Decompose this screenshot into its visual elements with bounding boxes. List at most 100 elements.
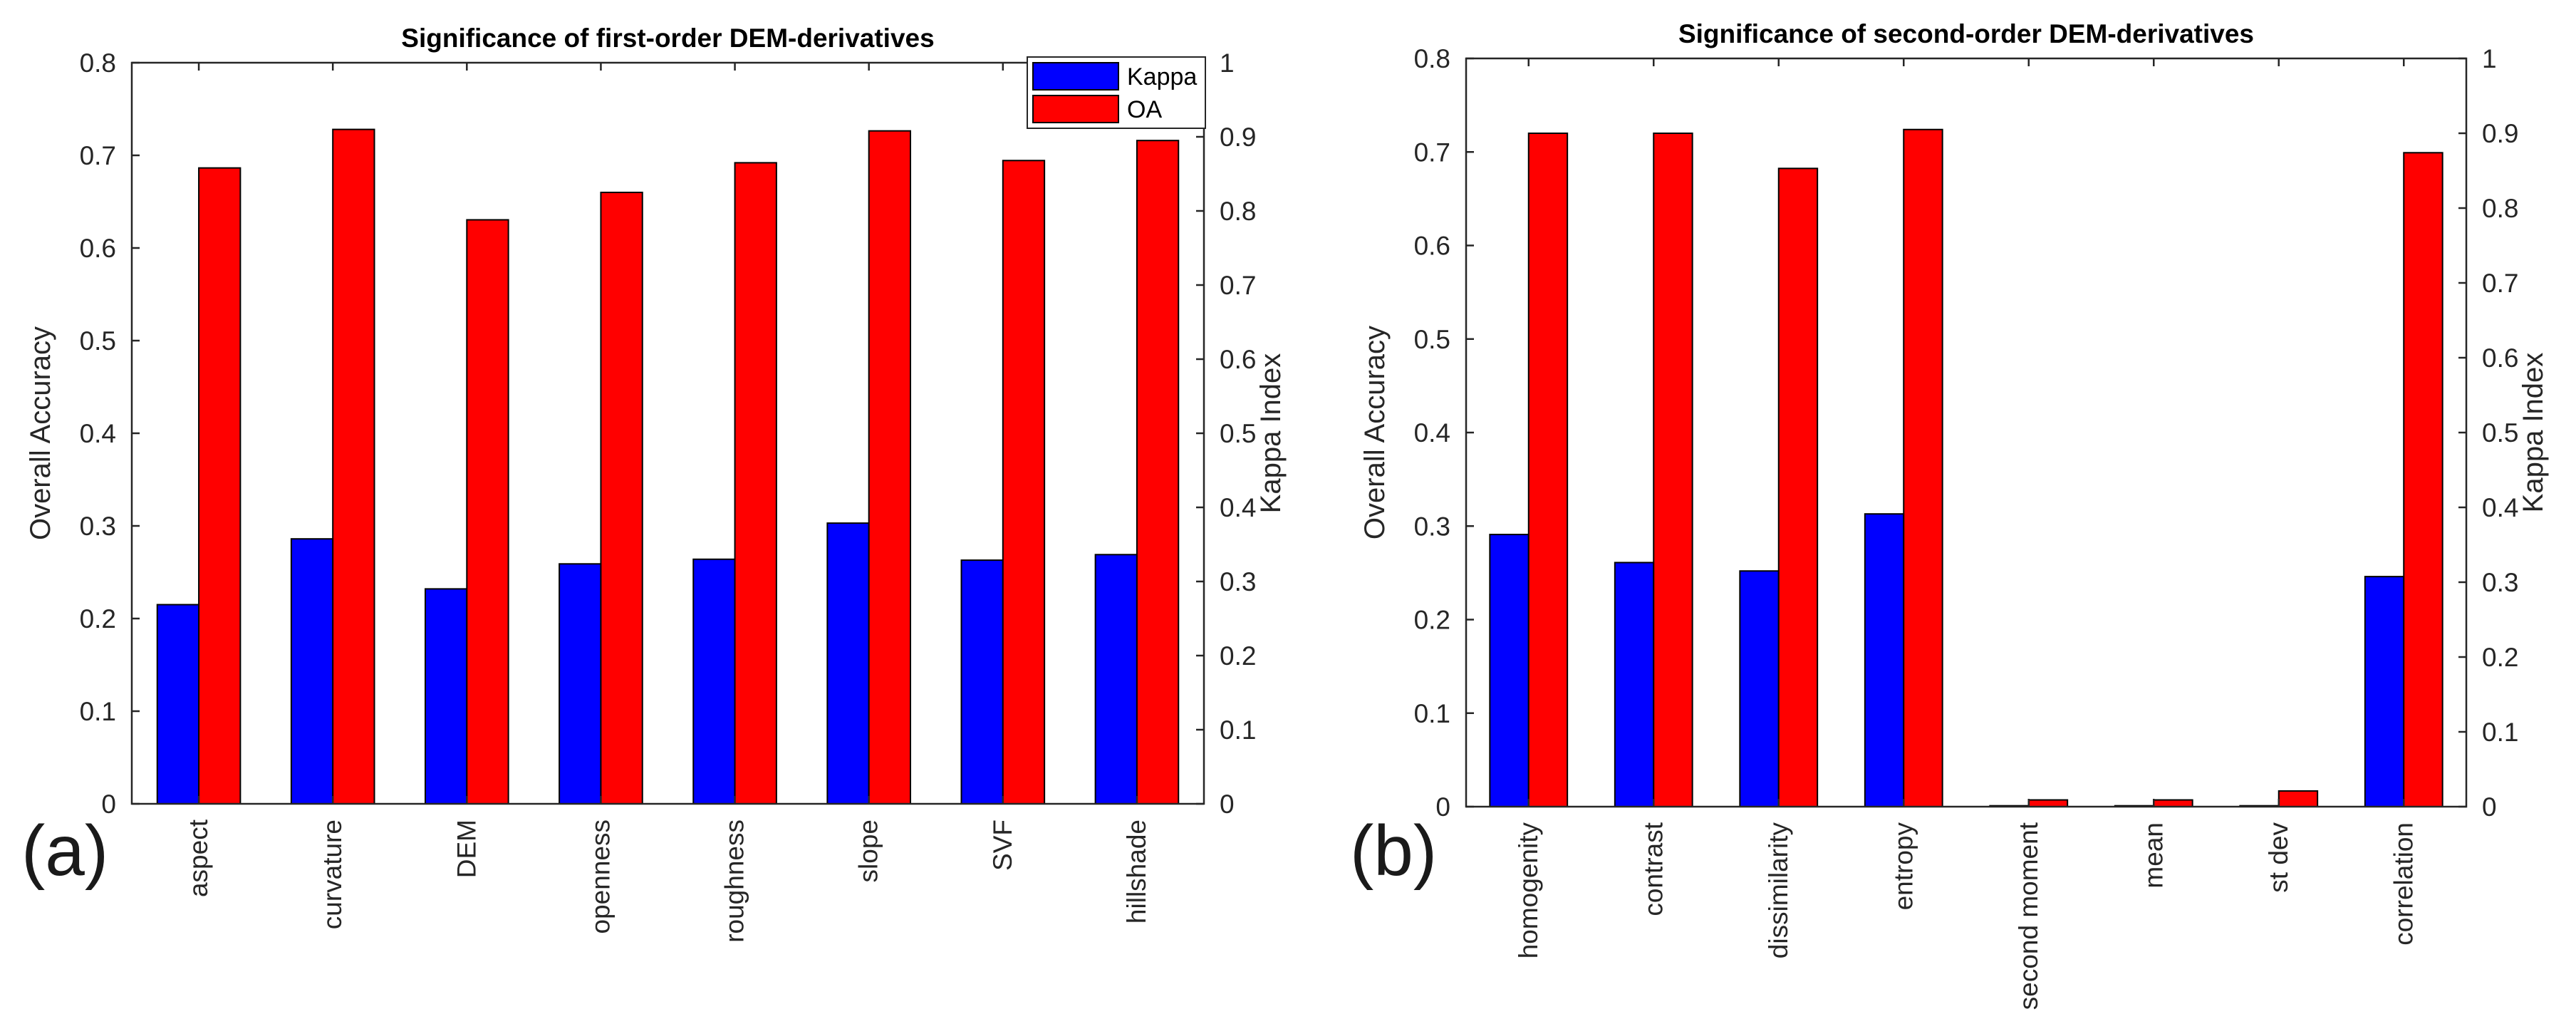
y2-tick-label: 0.2 [1220, 641, 1256, 671]
y2-tick-label: 0 [1220, 790, 1235, 819]
panel-label: (a) [21, 811, 108, 891]
y2-tick-label: 0.7 [1220, 271, 1256, 300]
x-tick-label: curvature [318, 819, 347, 929]
y2-tick-label: 0.1 [2482, 718, 2518, 747]
bar-oa-second-moment [2027, 799, 2069, 808]
legend-swatch-kappa [1032, 62, 1119, 91]
legend-swatch-oa [1032, 95, 1119, 123]
bar-kappa-entropy [1864, 513, 1905, 807]
legend-label-kappa: Kappa [1127, 63, 1197, 91]
y2-tick-label: 0.8 [1220, 197, 1256, 226]
x-tick-label: entropy [1889, 822, 1918, 911]
bar-oa-curvature [332, 128, 375, 805]
chart-panel-b: 0 0.1 0.2 0.3 0.4 0.5 0.6 0.7 0.8 0 0.1 0.2 0.3 0.4 0.… [1350, 19, 2549, 1010]
bar-oa-st-dev [2278, 790, 2319, 807]
bar-oa-DEM [466, 219, 509, 805]
y2-tick-label: 0.2 [2482, 643, 2518, 672]
bar-kappa-DEM [424, 588, 468, 805]
y-tick-label: 0.8 [80, 48, 116, 78]
y-tick-label: 0.6 [80, 234, 116, 263]
y2-tick-label: 0.7 [2482, 269, 2518, 298]
y-tick-label: 0.8 [1414, 44, 1450, 73]
bar-kappa-openness [559, 563, 602, 805]
legend-label-oa: OA [1127, 96, 1162, 123]
x-tick-label: DEM [452, 819, 481, 878]
x-tick-label: SVF [988, 819, 1017, 871]
y2-axis-label: Kappa Index [1255, 353, 1287, 514]
y2-tick-label: 1 [2482, 44, 2497, 73]
x-tick-label: correlation [2389, 822, 2418, 946]
bar-oa-homogenity [1527, 133, 1569, 807]
panel-label: (b) [1350, 811, 1437, 891]
y-tick-label: 0.2 [80, 604, 116, 634]
bar-kappa-correlation [2364, 576, 2405, 807]
y2-tick-label: 0.3 [1220, 567, 1256, 596]
y2-tick-label: 0.6 [1220, 345, 1256, 374]
y2-tick-label: 0.5 [1220, 419, 1256, 448]
y-tick-label: 0.7 [80, 141, 116, 170]
bar-oa-openness [600, 192, 643, 805]
y2-tick-label: 0 [2482, 792, 2497, 822]
y2-tick-label: 0.9 [1220, 123, 1256, 152]
y-tick-label: 0.2 [1414, 606, 1450, 635]
bar-oa-roughness [734, 162, 777, 805]
legend: Kappa OA [1027, 56, 1206, 129]
chart-title: Significance of second-order DEM-derivat… [1678, 19, 2254, 48]
x-tick-label: st dev [2264, 822, 2293, 893]
bar-oa-correlation [2403, 152, 2443, 808]
y-tick-label: 0.1 [1414, 699, 1450, 728]
y-tick-label: 0.4 [80, 419, 116, 448]
y2-tick-label: 0.5 [2482, 418, 2518, 448]
y2-tick-label: 0.9 [2482, 119, 2518, 148]
x-tick-label: homogenity [1514, 822, 1543, 959]
y-tick-label: 0.4 [1414, 418, 1450, 448]
bar-kappa-roughness [692, 558, 736, 805]
y-tick-label: 0.3 [1414, 512, 1450, 541]
bar-kappa-curvature [290, 538, 334, 805]
bar-oa-aspect [198, 167, 242, 805]
x-tick-label: second moment [2014, 822, 2043, 1010]
x-tick-label: aspect [184, 819, 213, 897]
bar-kappa-aspect [156, 604, 200, 805]
y-tick-label: 0.6 [1414, 232, 1450, 261]
chart-title: Significance of first-order DEM-derivati… [401, 24, 934, 53]
y-tick-label: 0.7 [1414, 138, 1450, 167]
y-axis-label: Overall Accuracy [1359, 326, 1391, 539]
bar-oa-slope [868, 130, 912, 805]
y-tick-label: 0 [1435, 792, 1450, 822]
chart-panel-a: 0 0.1 0.2 0.3 0.4 0.5 0.6 0.7 0.8 0 0.1 0.2 0.3 0.4 0.… [21, 24, 1287, 943]
bar-kappa-hillshade [1094, 554, 1138, 805]
y2-tick-label: 0.8 [2482, 194, 2518, 223]
bar-kappa-homogenity [1489, 534, 1530, 807]
y2-tick-label: 0.4 [2482, 493, 2518, 522]
y2-axis-label: Kappa Index [2518, 353, 2549, 513]
y2-tick-label: 1 [1220, 48, 1235, 78]
y-tick-label: 0 [101, 790, 116, 819]
y2-tick-label: 0.6 [2482, 343, 2518, 373]
y-tick-label: 0.1 [80, 697, 116, 726]
y-tick-label: 0.5 [80, 326, 116, 356]
x-tick-label: slope [854, 819, 883, 882]
y2-tick-label: 0.4 [1220, 493, 1256, 522]
x-tick-label: dissimilarity [1764, 822, 1793, 959]
bar-oa-SVF [1002, 160, 1046, 805]
y2-tick-label: 0.1 [1220, 715, 1256, 745]
bar-oa-contrast [1653, 133, 1693, 807]
bar-oa-dissimilarity [1777, 167, 1819, 808]
y-tick-label: 0.3 [80, 512, 116, 541]
bar-oa-hillshade [1136, 140, 1180, 805]
x-tick-label: roughness [720, 819, 749, 943]
bar-kappa-contrast [1614, 562, 1655, 807]
y2-tick-label: 0.3 [2482, 568, 2518, 597]
x-tick-label: hillshade [1122, 819, 1151, 924]
bar-oa-entropy [1903, 128, 1943, 807]
bar-oa-mean [2153, 799, 2193, 808]
y-axis-label: Overall Accuracy [25, 326, 56, 540]
x-tick-label: contrast [1638, 822, 1668, 916]
x-tick-label: openness [586, 819, 615, 934]
y-tick-label: 0.5 [1414, 325, 1450, 354]
bar-kappa-slope [826, 522, 870, 805]
bar-kappa-dissimilarity [1739, 570, 1780, 807]
bar-kappa-SVF [960, 559, 1004, 805]
